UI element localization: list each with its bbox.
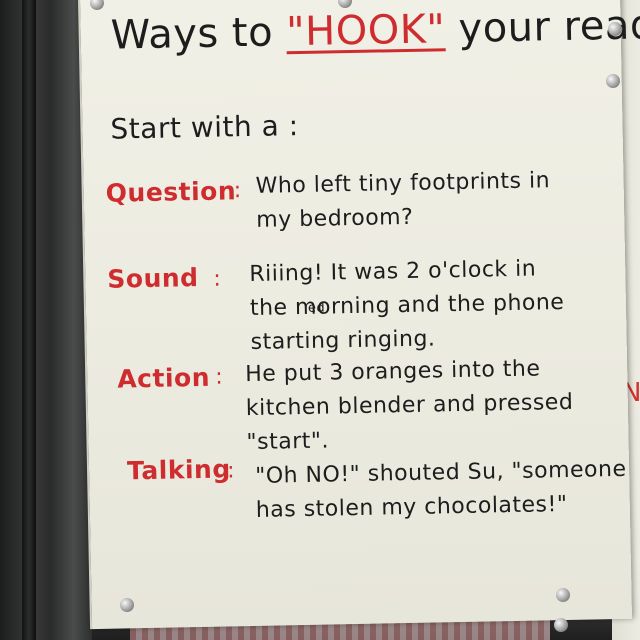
item-label-question: Question: [105, 176, 237, 208]
item-line: has stolen my chocolates!": [255, 491, 568, 523]
item-label-action: Action: [117, 362, 211, 394]
item-line: my bedroom?: [256, 204, 414, 233]
item-label-talking: Talking: [126, 454, 231, 486]
poster-title: Ways to "HOOK" your readers: [110, 1, 640, 59]
spelling-correction: ed: [307, 300, 326, 316]
title-hook-word: "HOOK": [285, 6, 446, 56]
magnet-icon: [554, 618, 568, 632]
item-text-action: He put 3 oranges into the kitchen blende…: [245, 352, 574, 460]
intro-line: Start with a :: [110, 109, 299, 146]
item-line: the morning and the phone: [249, 289, 565, 322]
magnet-icon: [120, 598, 134, 612]
title-text-start: Ways to: [110, 9, 287, 59]
item-text-question: Who left tiny footprints in my bedroom?: [255, 164, 551, 238]
item-line: "Oh NO!" shouted Su, "someone: [254, 456, 627, 489]
item-text-sound: Riiing! It was 2 o'clock in the morning …: [249, 252, 565, 360]
magnet-icon: [606, 74, 620, 88]
item-colon: :: [213, 266, 222, 292]
magnet-icon: [608, 22, 622, 36]
item-line: kitchen blender and pressed: [245, 389, 574, 422]
magnet-icon: [90, 0, 104, 10]
frame-strip: [22, 0, 36, 640]
item-label-sound: Sound: [107, 263, 199, 294]
item-text-talking: "Oh NO!" shouted Su, "someone has stolen…: [255, 453, 628, 528]
item-line: Who left tiny footprints in: [255, 168, 551, 199]
anchor-chart-paper: Ways to "HOOK" your readers Start with a…: [78, 0, 640, 630]
magnet-icon: [338, 0, 352, 8]
item-colon: :: [226, 458, 236, 484]
magnet-icon: [556, 588, 570, 602]
window-frame: [0, 0, 92, 640]
item-colon: :: [233, 178, 242, 204]
item-colon: :: [215, 364, 224, 390]
